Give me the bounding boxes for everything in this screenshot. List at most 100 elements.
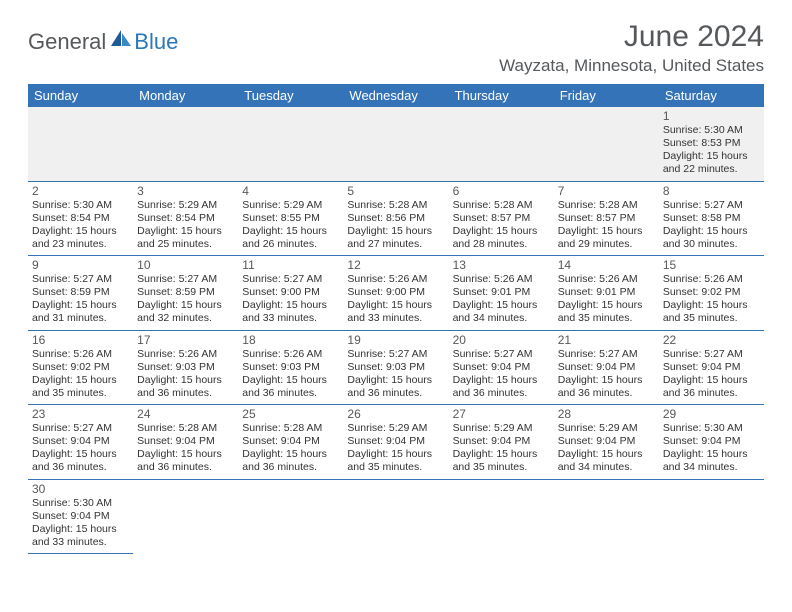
month-title: June 2024 (499, 20, 764, 54)
sunset-text: Sunset: 9:00 PM (347, 286, 444, 299)
header: General Blue June 2024 Wayzata, Minnesot… (28, 20, 764, 76)
calendar-day-cell: 4Sunrise: 5:29 AMSunset: 8:55 PMDaylight… (238, 181, 343, 256)
sunrise-text: Sunrise: 5:27 AM (137, 273, 234, 286)
day-number: 2 (32, 184, 129, 198)
sunrise-text: Sunrise: 5:27 AM (663, 199, 760, 212)
calendar-day-cell: 26Sunrise: 5:29 AMSunset: 9:04 PMDayligh… (343, 405, 448, 480)
calendar-table: SundayMondayTuesdayWednesdayThursdayFrid… (28, 84, 764, 554)
calendar-day-cell: 9Sunrise: 5:27 AMSunset: 8:59 PMDaylight… (28, 256, 133, 331)
daylight-text: and 35 minutes. (663, 312, 760, 325)
day-number: 26 (347, 407, 444, 421)
sunset-text: Sunset: 9:04 PM (453, 435, 550, 448)
daylight-text: and 36 minutes. (137, 461, 234, 474)
sunset-text: Sunset: 9:01 PM (558, 286, 655, 299)
sunset-text: Sunset: 8:57 PM (453, 212, 550, 225)
sunset-text: Sunset: 9:04 PM (663, 435, 760, 448)
day-number: 22 (663, 333, 760, 347)
calendar-day-cell (343, 479, 448, 554)
logo-sail-icon (109, 28, 133, 55)
calendar-day-cell: 14Sunrise: 5:26 AMSunset: 9:01 PMDayligh… (554, 256, 659, 331)
daylight-text: and 34 minutes. (453, 312, 550, 325)
daylight-text: and 35 minutes. (32, 387, 129, 400)
calendar-day-cell: 25Sunrise: 5:28 AMSunset: 9:04 PMDayligh… (238, 405, 343, 480)
daylight-text: and 32 minutes. (137, 312, 234, 325)
day-number: 4 (242, 184, 339, 198)
day-number: 1 (663, 109, 760, 123)
daylight-text: Daylight: 15 hours (663, 374, 760, 387)
calendar-week-row: 16Sunrise: 5:26 AMSunset: 9:02 PMDayligh… (28, 330, 764, 405)
sunset-text: Sunset: 9:04 PM (242, 435, 339, 448)
calendar-day-cell: 11Sunrise: 5:27 AMSunset: 9:00 PMDayligh… (238, 256, 343, 331)
calendar-day-cell: 18Sunrise: 5:26 AMSunset: 9:03 PMDayligh… (238, 330, 343, 405)
day-number: 29 (663, 407, 760, 421)
daylight-text: Daylight: 15 hours (137, 225, 234, 238)
calendar-week-row: 1Sunrise: 5:30 AMSunset: 8:53 PMDaylight… (28, 107, 764, 181)
calendar-day-cell: 28Sunrise: 5:29 AMSunset: 9:04 PMDayligh… (554, 405, 659, 480)
daylight-text: Daylight: 15 hours (32, 299, 129, 312)
calendar-day-cell: 13Sunrise: 5:26 AMSunset: 9:01 PMDayligh… (449, 256, 554, 331)
calendar-week-row: 2Sunrise: 5:30 AMSunset: 8:54 PMDaylight… (28, 181, 764, 256)
weekday-header: Tuesday (238, 84, 343, 107)
daylight-text: and 23 minutes. (32, 238, 129, 251)
calendar-day-cell (238, 479, 343, 554)
daylight-text: and 36 minutes. (453, 387, 550, 400)
weekday-header: Thursday (449, 84, 554, 107)
day-number: 12 (347, 258, 444, 272)
daylight-text: and 22 minutes. (663, 163, 760, 176)
calendar-day-cell (133, 107, 238, 181)
daylight-text: Daylight: 15 hours (453, 448, 550, 461)
sunrise-text: Sunrise: 5:29 AM (347, 422, 444, 435)
sunrise-text: Sunrise: 5:27 AM (558, 348, 655, 361)
sunrise-text: Sunrise: 5:29 AM (453, 422, 550, 435)
sunrise-text: Sunrise: 5:28 AM (453, 199, 550, 212)
sunset-text: Sunset: 9:02 PM (663, 286, 760, 299)
sunset-text: Sunset: 9:04 PM (558, 435, 655, 448)
daylight-text: Daylight: 15 hours (663, 150, 760, 163)
weekday-header: Friday (554, 84, 659, 107)
calendar-header-row: SundayMondayTuesdayWednesdayThursdayFrid… (28, 84, 764, 107)
daylight-text: Daylight: 15 hours (347, 225, 444, 238)
sunset-text: Sunset: 9:04 PM (32, 435, 129, 448)
sunrise-text: Sunrise: 5:28 AM (347, 199, 444, 212)
day-number: 13 (453, 258, 550, 272)
daylight-text: Daylight: 15 hours (242, 374, 339, 387)
day-number: 11 (242, 258, 339, 272)
daylight-text: Daylight: 15 hours (347, 374, 444, 387)
sunset-text: Sunset: 8:57 PM (558, 212, 655, 225)
sunrise-text: Sunrise: 5:30 AM (663, 422, 760, 435)
calendar-day-cell: 6Sunrise: 5:28 AMSunset: 8:57 PMDaylight… (449, 181, 554, 256)
daylight-text: and 33 minutes. (32, 536, 129, 549)
sunrise-text: Sunrise: 5:26 AM (453, 273, 550, 286)
weekday-header: Saturday (659, 84, 764, 107)
calendar-day-cell (133, 479, 238, 554)
daylight-text: and 33 minutes. (242, 312, 339, 325)
day-number: 21 (558, 333, 655, 347)
title-block: June 2024 Wayzata, Minnesota, United Sta… (499, 20, 764, 76)
daylight-text: Daylight: 15 hours (137, 299, 234, 312)
daylight-text: and 30 minutes. (663, 238, 760, 251)
sunset-text: Sunset: 8:56 PM (347, 212, 444, 225)
day-number: 24 (137, 407, 234, 421)
daylight-text: and 34 minutes. (663, 461, 760, 474)
calendar-day-cell: 2Sunrise: 5:30 AMSunset: 8:54 PMDaylight… (28, 181, 133, 256)
calendar-day-cell: 15Sunrise: 5:26 AMSunset: 9:02 PMDayligh… (659, 256, 764, 331)
calendar-day-cell: 5Sunrise: 5:28 AMSunset: 8:56 PMDaylight… (343, 181, 448, 256)
sunrise-text: Sunrise: 5:26 AM (347, 273, 444, 286)
daylight-text: Daylight: 15 hours (558, 299, 655, 312)
sunset-text: Sunset: 8:53 PM (663, 137, 760, 150)
calendar-day-cell: 10Sunrise: 5:27 AMSunset: 8:59 PMDayligh… (133, 256, 238, 331)
day-number: 7 (558, 184, 655, 198)
calendar-day-cell: 16Sunrise: 5:26 AMSunset: 9:02 PMDayligh… (28, 330, 133, 405)
daylight-text: Daylight: 15 hours (663, 225, 760, 238)
weekday-header: Sunday (28, 84, 133, 107)
calendar-day-cell: 23Sunrise: 5:27 AMSunset: 9:04 PMDayligh… (28, 405, 133, 480)
calendar-day-cell: 7Sunrise: 5:28 AMSunset: 8:57 PMDaylight… (554, 181, 659, 256)
sunset-text: Sunset: 9:00 PM (242, 286, 339, 299)
sunrise-text: Sunrise: 5:27 AM (663, 348, 760, 361)
calendar-day-cell: 3Sunrise: 5:29 AMSunset: 8:54 PMDaylight… (133, 181, 238, 256)
sunset-text: Sunset: 9:03 PM (242, 361, 339, 374)
daylight-text: Daylight: 15 hours (453, 299, 550, 312)
daylight-text: Daylight: 15 hours (347, 448, 444, 461)
calendar-day-cell (449, 107, 554, 181)
daylight-text: and 36 minutes. (242, 461, 339, 474)
